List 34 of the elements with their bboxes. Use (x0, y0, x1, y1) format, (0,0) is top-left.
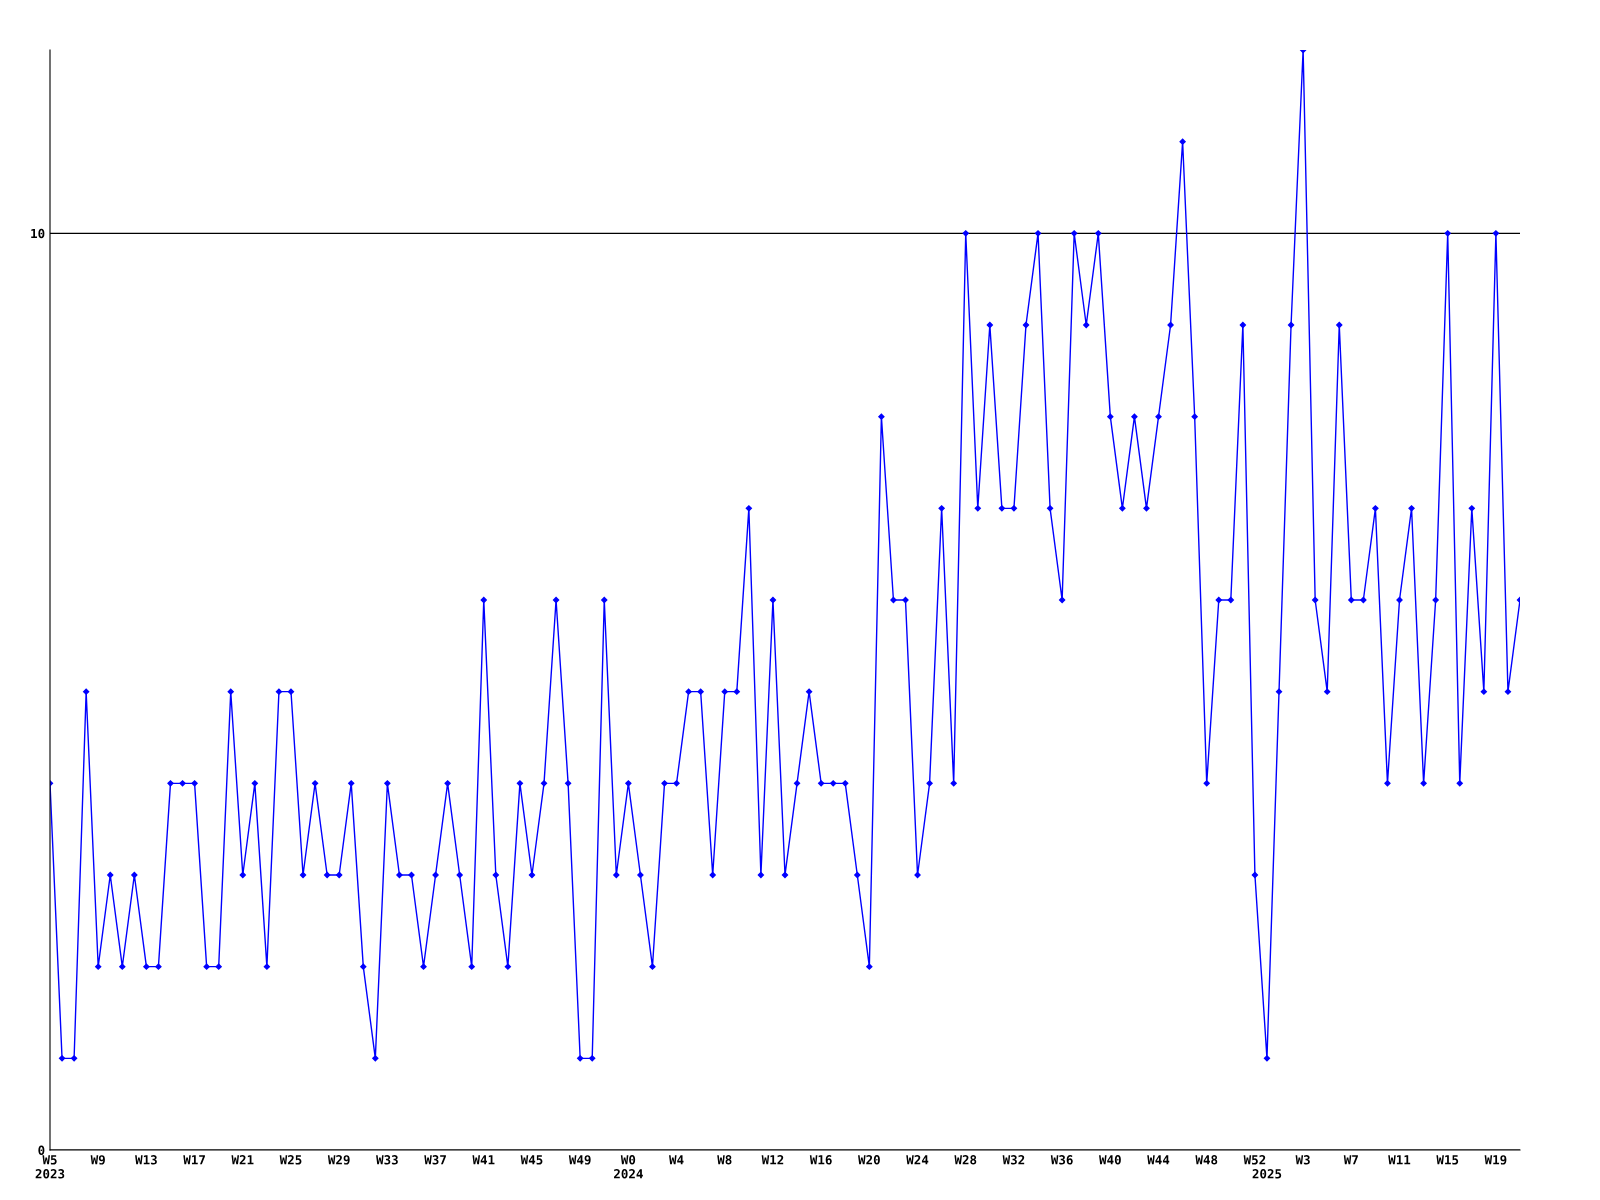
y-tick-label: 10 (31, 228, 45, 239)
x-tick-label: W7 (1343, 1155, 1358, 1165)
x-tick-label: W44 (1147, 1155, 1170, 1165)
x-tick-label: W12 (761, 1155, 784, 1165)
x-tick-label: W49 (568, 1155, 591, 1165)
x-tick-label: W3 (1295, 1155, 1310, 1165)
x-tick-label: W19 (1484, 1155, 1507, 1165)
x-tick-label: W0 2024 (614, 1155, 643, 1179)
x-tick-label: W4 (669, 1155, 684, 1165)
x-tick-label: W48 (1195, 1155, 1218, 1165)
x-tick-label: W37 (424, 1155, 446, 1165)
x-tick-label: W36 (1050, 1155, 1073, 1165)
x-tick-label: W29 (327, 1155, 350, 1165)
x-tick-label: 2025 (1252, 1169, 1282, 1179)
x-tick-label: W15 (1436, 1155, 1459, 1165)
x-tick-label: W11 (1388, 1155, 1411, 1165)
x-tick-label: W41 (472, 1155, 495, 1165)
x-tick-label: W17 (183, 1155, 205, 1165)
x-tick-label: W8 (717, 1155, 732, 1165)
x-tick-label: W24 (906, 1155, 929, 1165)
x-tick-label: W5 2023 (35, 1155, 65, 1179)
x-tick-label: W9 (90, 1155, 105, 1165)
x-tick-label: W21 (231, 1155, 254, 1165)
y-tick-label: 0 (38, 1145, 45, 1155)
x-tick-label: W52 (1243, 1155, 1266, 1165)
x-tick-label: W13 (135, 1155, 157, 1165)
x-tick-label: W28 (954, 1155, 977, 1165)
x-tick-label: W25 (279, 1155, 302, 1165)
x-tick-label: W45 (520, 1155, 543, 1165)
x-tick-label: W40 (1099, 1155, 1121, 1165)
x-tick-label: W33 (376, 1155, 398, 1165)
x-tick-label: W20 (858, 1155, 880, 1165)
x-tick-label: W16 (809, 1155, 832, 1165)
x-tick-label: W32 (1002, 1155, 1025, 1165)
